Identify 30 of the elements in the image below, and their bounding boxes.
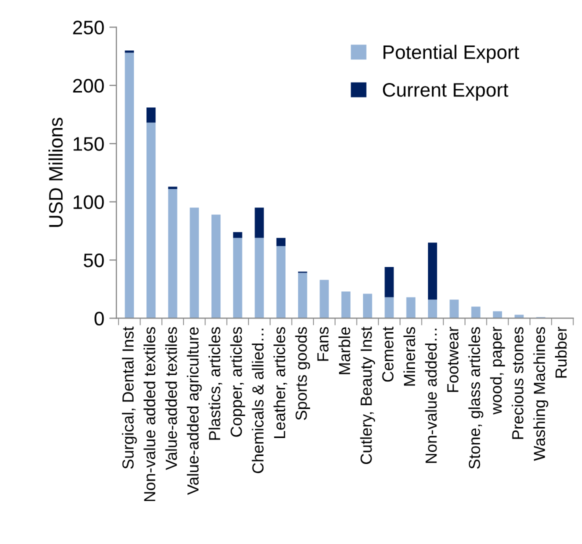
x-tick-label: Surgical, Dental Inst — [122, 326, 137, 469]
x-tick-label: Stone, glass articles — [468, 327, 484, 469]
x-tick-label: Cement — [382, 326, 394, 382]
y-axis-title: USD Millions — [48, 118, 63, 227]
x-tick-label: Copper, articles — [230, 327, 246, 437]
x-tick-label: Washing Machines — [533, 327, 548, 461]
x-tick-label: Value-added textiles — [165, 327, 177, 470]
y-tick-label: 250 — [73, 20, 104, 34]
x-tick-label: Plastics, articles — [208, 327, 222, 440]
x-tick-label: Non-value added… — [425, 328, 437, 463]
x-tick-label: Minerals — [403, 327, 416, 386]
y-tick-label: 100 — [74, 195, 104, 210]
x-tick-label: Non-value added textiles — [144, 327, 156, 502]
x-tick-label: Footwear — [447, 326, 458, 392]
y-tick-label: 200 — [73, 78, 104, 93]
x-tick-label: Rubber — [555, 326, 567, 378]
y-tick-label: 150 — [74, 137, 104, 151]
legend-label: Potential Export — [384, 44, 520, 63]
x-tick-label: wood, paper — [490, 326, 505, 414]
legend-label: Current Export — [382, 82, 508, 101]
y-tick-label: 0 — [94, 312, 104, 326]
x-tick-label: Leather, articles — [274, 327, 288, 438]
x-tick-label: Precious stones — [512, 327, 524, 439]
x-tick-label: Value-added agriculture — [186, 327, 202, 495]
x-tick-label: Chemicals & allied… — [252, 328, 264, 474]
x-tick-label: Sports goods — [295, 327, 310, 420]
x-tick-label: Marble — [338, 327, 350, 374]
x-tick-label: Cutlery, Beauty Inst — [360, 326, 376, 464]
y-tick-label: 50 — [84, 254, 104, 268]
x-tick-label: Fans — [317, 327, 329, 361]
